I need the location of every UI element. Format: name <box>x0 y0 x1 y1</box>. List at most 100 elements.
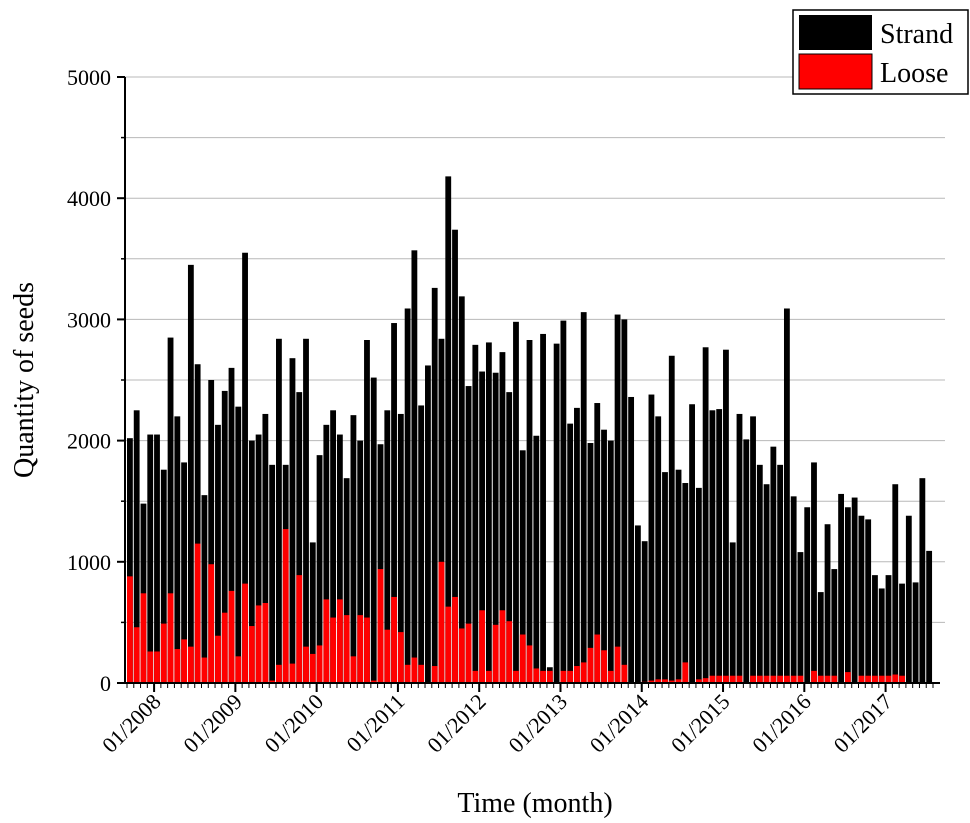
loose-bar <box>127 576 133 683</box>
strand-bar <box>777 464 784 683</box>
strand-bar <box>912 582 919 683</box>
loose-bar <box>242 583 248 683</box>
strand-bar <box>289 358 296 683</box>
loose-bar <box>594 634 601 683</box>
strand-bar <box>255 434 262 683</box>
strand-bar <box>330 410 337 683</box>
strand-bar <box>770 446 777 683</box>
loose-bar <box>662 679 668 683</box>
y-tick-label: 2000 <box>67 429 111 454</box>
loose-bar <box>540 670 546 683</box>
strand-bar <box>479 371 486 683</box>
strand-bar <box>682 483 689 683</box>
loose-bar <box>187 646 194 683</box>
loose-bar <box>350 656 357 683</box>
loose-bar <box>404 664 411 683</box>
loose-bar <box>201 657 208 683</box>
loose-bar <box>655 679 662 683</box>
y-tick-label: 3000 <box>67 307 111 332</box>
strand-bar <box>783 308 790 683</box>
strand-bar <box>899 583 905 683</box>
strand-bar <box>147 434 154 683</box>
loose-bar <box>668 680 675 683</box>
loose-bar <box>777 675 784 683</box>
loose-bar <box>729 675 736 683</box>
loose-bar <box>817 675 824 683</box>
strand-bar <box>655 416 662 683</box>
x-tick-label: 01/2009 <box>178 689 247 758</box>
strand-bar <box>194 364 201 683</box>
strand-bar <box>743 439 750 683</box>
strand-bar <box>174 416 181 683</box>
strand-bar <box>343 478 350 683</box>
loose-bar <box>235 656 242 683</box>
strand-bar <box>533 435 540 683</box>
loose-bar <box>133 627 140 683</box>
loose-bar <box>560 670 567 683</box>
loose-bar <box>899 675 905 683</box>
loose-bar <box>709 675 716 683</box>
loose-bar <box>215 635 221 683</box>
strand-bar <box>763 484 770 683</box>
strand-bar <box>858 515 865 683</box>
loose-bar <box>167 593 174 683</box>
x-tick-label: 01/2008 <box>97 689 166 758</box>
strand-bar <box>574 407 580 683</box>
strand-bar <box>811 462 817 683</box>
strand-bar <box>648 394 655 683</box>
loose-bar <box>601 650 607 683</box>
strand-bar <box>641 541 648 683</box>
strand-bar <box>872 575 878 683</box>
strand-bar <box>127 438 133 683</box>
strand-bar <box>411 250 418 683</box>
loose-bar <box>296 575 303 683</box>
loose-bar <box>276 664 282 683</box>
loose-bar <box>580 662 587 683</box>
strand-bar <box>323 424 330 683</box>
strand-bar <box>736 413 743 683</box>
strand-bar <box>438 338 445 683</box>
strand-bar <box>723 349 729 683</box>
loose-bar <box>506 621 513 683</box>
strand-bar <box>594 403 601 683</box>
loose-bar <box>174 649 181 683</box>
strand-bar <box>885 575 892 683</box>
y-tick-label: 1000 <box>67 550 111 575</box>
loose-bar <box>323 599 330 683</box>
strand-bar <box>377 444 384 683</box>
strand-bar <box>607 440 614 683</box>
strand-bar <box>309 542 316 683</box>
loose-bar <box>289 663 296 683</box>
loose-bar <box>309 653 316 683</box>
loose-bar <box>878 675 885 683</box>
x-axis-label: Time (month) <box>457 788 612 819</box>
loose-bar <box>763 675 770 683</box>
loose-bar <box>526 645 533 683</box>
strand-bar <box>154 434 160 683</box>
strand-bar <box>133 410 140 683</box>
loose-bar <box>831 675 838 683</box>
strand-bar <box>844 507 851 683</box>
loose-bar <box>770 675 777 683</box>
y-tick-label: 0 <box>100 671 111 696</box>
strand-bar <box>445 176 452 683</box>
strand-bar <box>215 424 221 683</box>
x-tick-label: 01/2014 <box>585 689 654 758</box>
y-tick-label: 4000 <box>67 186 111 211</box>
strand-bar <box>628 396 635 683</box>
x-tick-label: 01/2010 <box>259 689 328 758</box>
strand-bar <box>208 380 215 683</box>
strand-bar <box>160 469 167 683</box>
loose-bar <box>248 626 255 683</box>
strand-bar <box>634 525 641 683</box>
loose-bar <box>811 670 817 683</box>
loose-bar <box>844 672 851 683</box>
loose-bar <box>750 675 756 683</box>
x-tick-label: 01/2016 <box>747 689 816 758</box>
loose-bar <box>892 674 899 683</box>
strand-bar <box>831 569 838 683</box>
strand-bar <box>303 338 309 683</box>
strand-bar <box>865 519 872 683</box>
strand-bar <box>729 542 736 683</box>
strand-bar <box>878 588 885 683</box>
